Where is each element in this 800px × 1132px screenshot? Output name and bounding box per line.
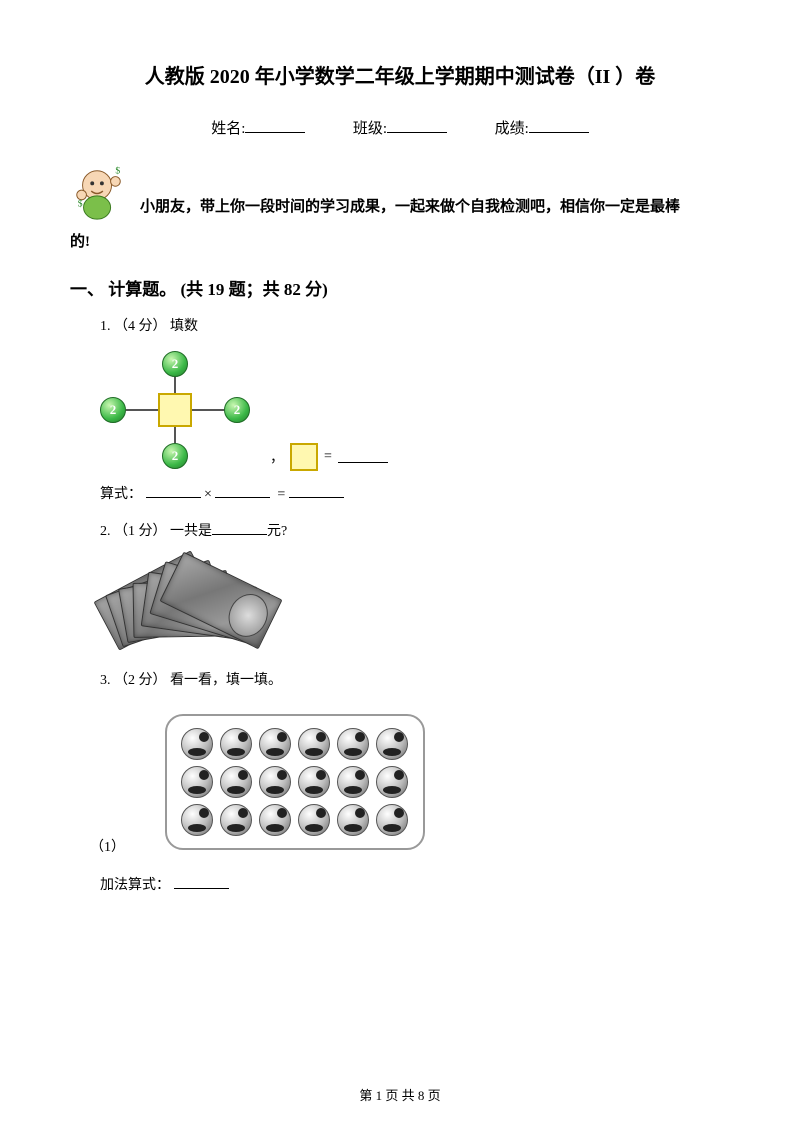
q1-formula-blank3[interactable] bbox=[289, 486, 344, 498]
q3-ball bbox=[181, 766, 213, 798]
name-blank[interactable] bbox=[245, 119, 305, 133]
q3-ball bbox=[259, 766, 291, 798]
q1-formula-eq: = bbox=[277, 487, 285, 502]
q3-ball bbox=[259, 804, 291, 836]
q1-eq-blank[interactable] bbox=[338, 451, 388, 463]
q1-formula-blank2[interactable] bbox=[215, 486, 270, 498]
section-1-heading: 一、 计算题。 (共 19 题；共 82 分) bbox=[70, 275, 730, 300]
q2-number: 2. （1 分） 一共是 bbox=[100, 524, 212, 539]
page-footer: 第 1 页 共 8 页 bbox=[0, 1085, 800, 1104]
q2-text: 2. （1 分） 一共是 元? bbox=[100, 519, 730, 544]
score-blank[interactable] bbox=[529, 119, 589, 133]
q1-eq-comma: ， bbox=[270, 447, 284, 467]
q1-equation: ， = bbox=[270, 443, 388, 471]
q3-add-label: 加法算式： bbox=[100, 878, 170, 893]
q3-add-line: 加法算式： bbox=[100, 874, 730, 894]
q3-ball bbox=[337, 728, 369, 760]
q1-formula-times: × bbox=[204, 487, 212, 502]
class-label: 班级: bbox=[353, 121, 387, 137]
encourage-text-2: 的! bbox=[70, 230, 730, 251]
q3-figure-frame bbox=[165, 714, 425, 850]
q1-formula-prefix: 算式： bbox=[100, 487, 142, 502]
q3-text: 3. （2 分） 看一看，填一填。 bbox=[100, 668, 730, 693]
q1-circle-bottom: 2 bbox=[162, 443, 188, 469]
q3-ball bbox=[337, 804, 369, 836]
q1-text: 1. （4 分） 填数 bbox=[100, 314, 730, 339]
q3-ball bbox=[337, 766, 369, 798]
q3-ball bbox=[376, 766, 408, 798]
q3-ball bbox=[298, 766, 330, 798]
score-label: 成绩: bbox=[495, 121, 529, 137]
q1-cross-diagram: 2 2 2 2 bbox=[100, 351, 250, 471]
q3-ball bbox=[220, 728, 252, 760]
name-label: 姓名: bbox=[211, 121, 245, 137]
mascot-icon: $ $ bbox=[70, 164, 128, 222]
q1-formula-blank1[interactable] bbox=[146, 486, 201, 498]
page-title: 人教版 2020 年小学数学二年级上学期期中测试卷（II ）卷 bbox=[70, 60, 730, 89]
q3-add-blank[interactable] bbox=[174, 877, 229, 889]
q1-circle-left: 2 bbox=[100, 397, 126, 423]
q1-figure: 2 2 2 2 ， = bbox=[100, 351, 730, 471]
q2-money-figure bbox=[100, 554, 300, 654]
q3-ball bbox=[181, 728, 213, 760]
q3-ball bbox=[181, 804, 213, 836]
q3-ball-grid bbox=[181, 728, 409, 836]
svg-text:$: $ bbox=[115, 166, 120, 177]
q1-mini-square bbox=[290, 443, 318, 471]
q3-ball bbox=[220, 804, 252, 836]
q3-sub1: （1） bbox=[90, 836, 125, 856]
q1-circle-right: 2 bbox=[224, 397, 250, 423]
q2-blank[interactable] bbox=[212, 523, 267, 535]
svg-text:$: $ bbox=[78, 199, 83, 210]
q1-formula: 算式： × = bbox=[100, 483, 730, 503]
q3-ball bbox=[376, 804, 408, 836]
q3-ball bbox=[376, 728, 408, 760]
q2-tail: 元? bbox=[267, 524, 287, 539]
q1-eq-equals: = bbox=[324, 449, 332, 465]
q3-ball bbox=[298, 804, 330, 836]
class-blank[interactable] bbox=[387, 119, 447, 133]
q1-center-square bbox=[158, 393, 192, 427]
q3-ball bbox=[220, 766, 252, 798]
q1-circle-top: 2 bbox=[162, 351, 188, 377]
student-info-line: 姓名: 班级: 成绩: bbox=[70, 117, 730, 138]
encourage-text-1: 小朋友，带上你一段时间的学习成果，一起来做个自我检测吧，相信你一定是最棒 bbox=[140, 192, 680, 222]
q3-ball bbox=[259, 728, 291, 760]
q3-ball bbox=[298, 728, 330, 760]
